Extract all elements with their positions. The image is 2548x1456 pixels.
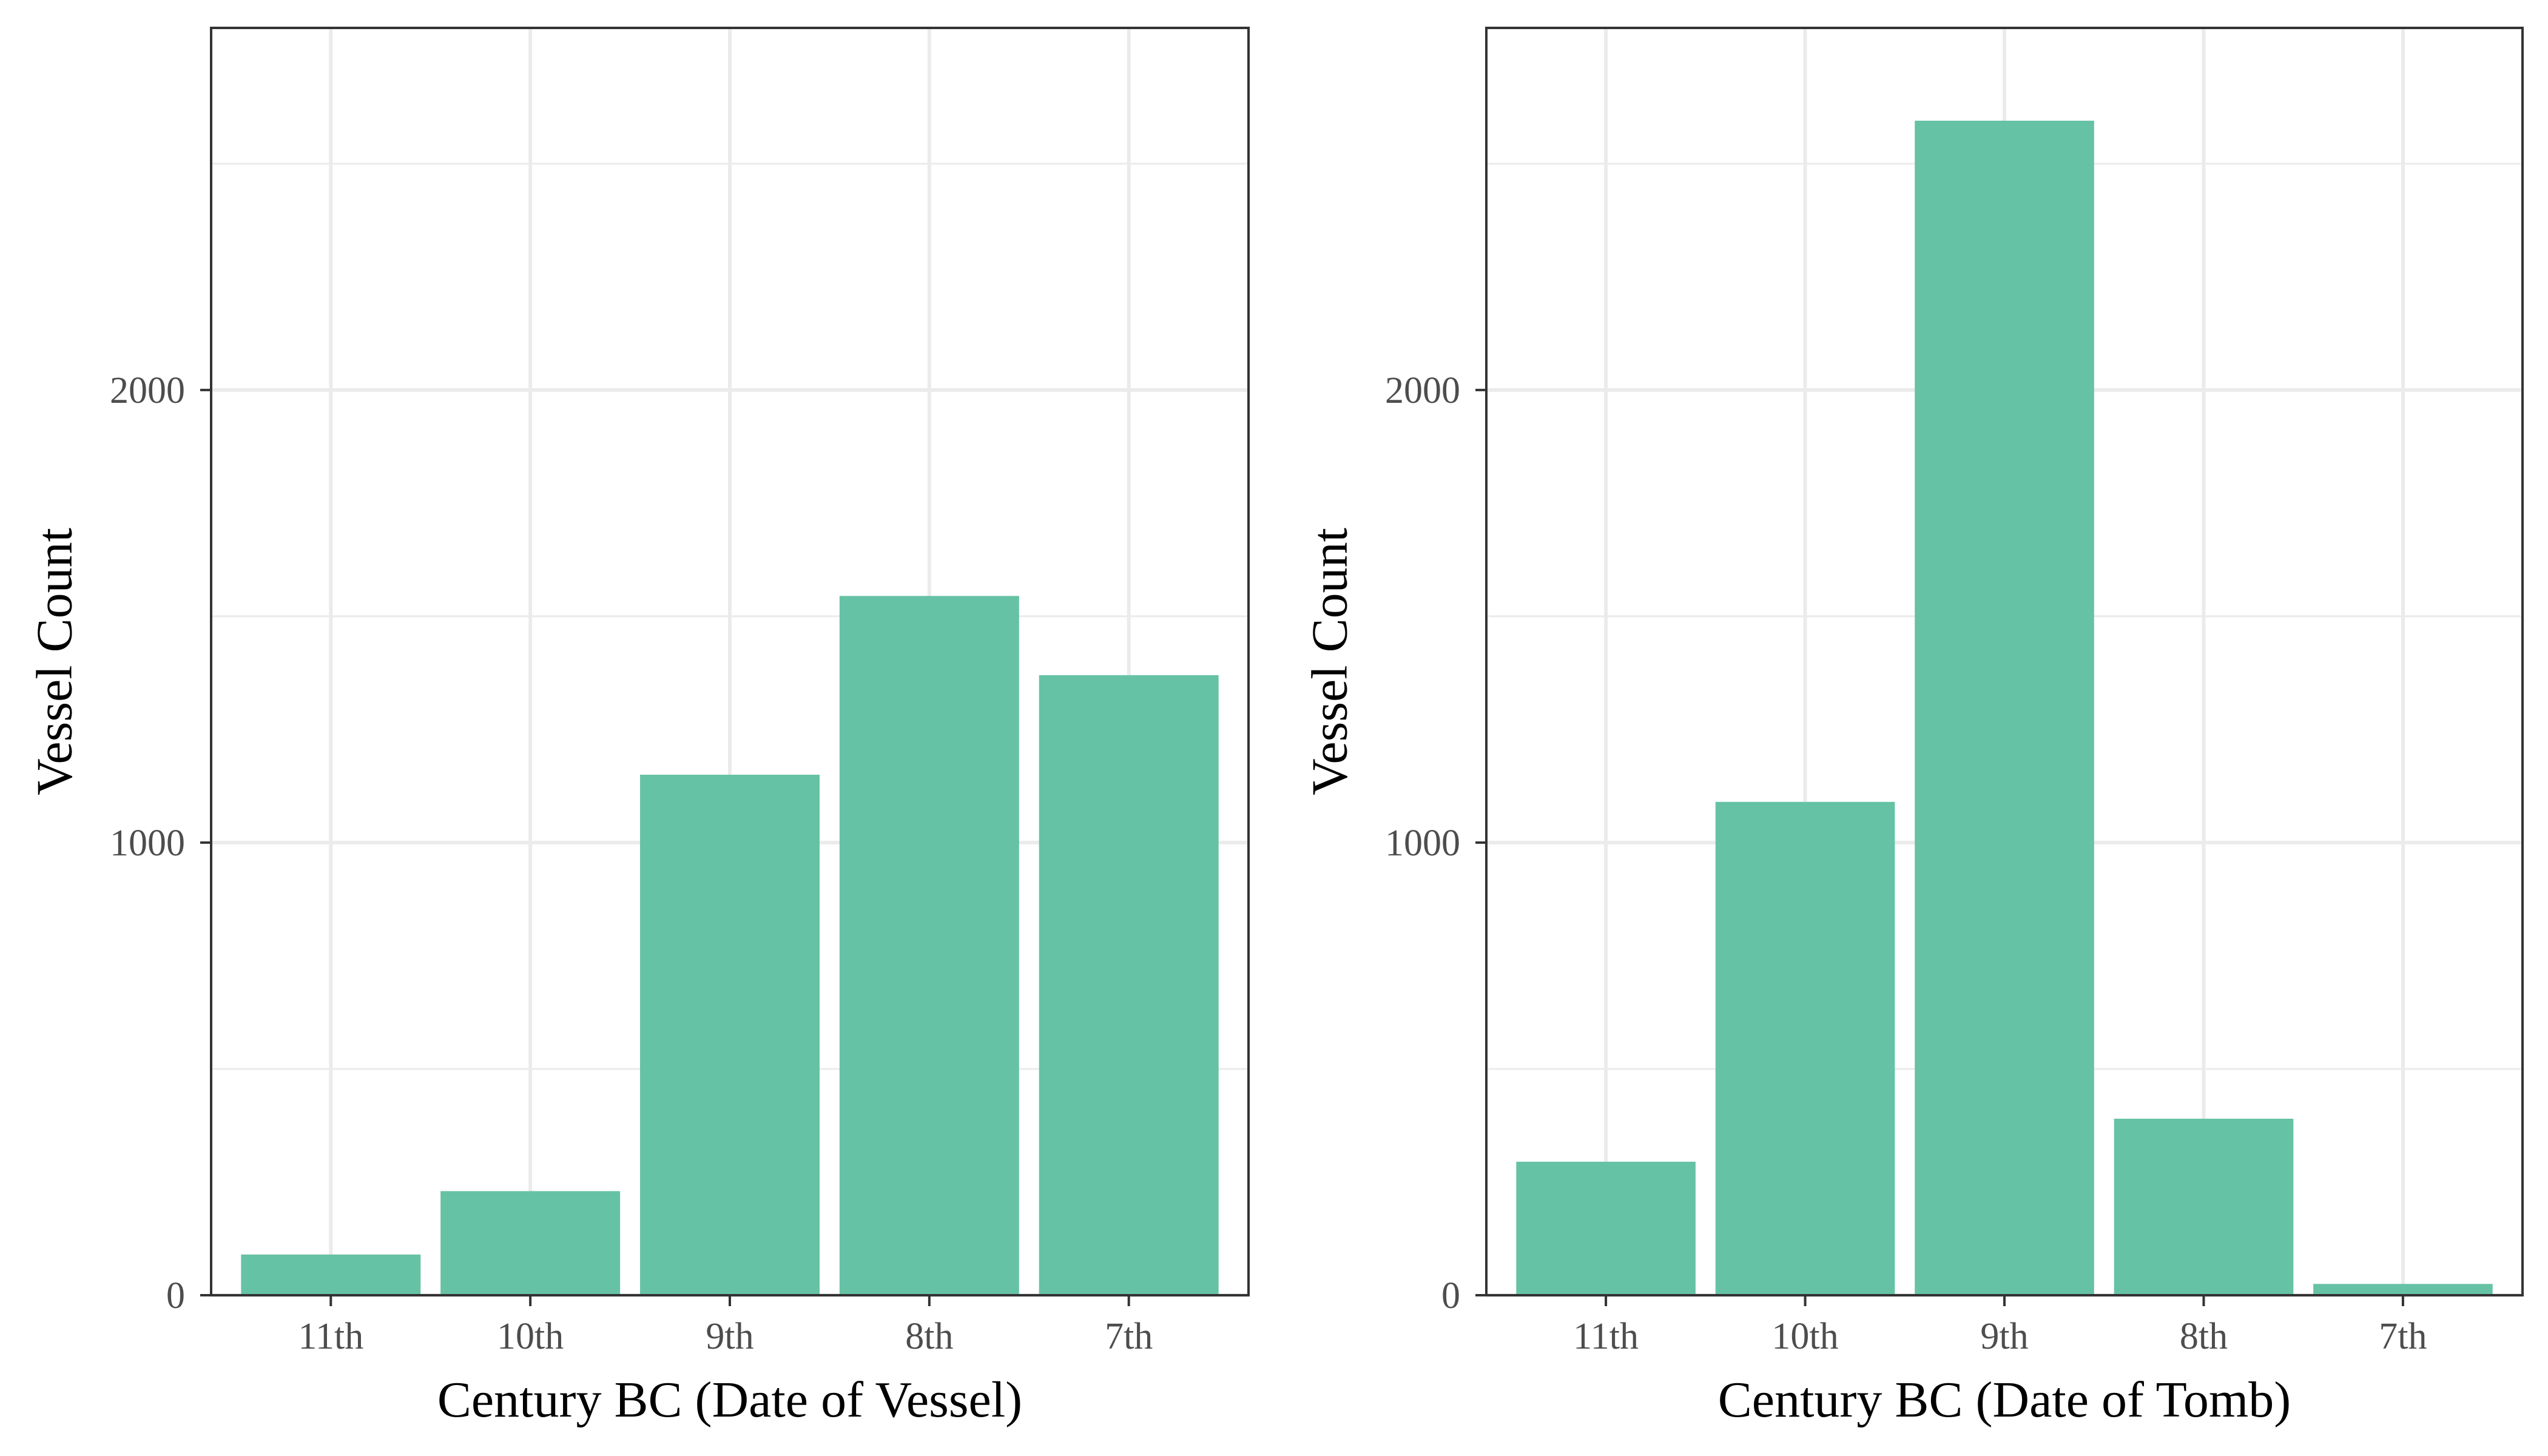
bar-11th [241,1254,421,1295]
chart-panel-2: 0 1000 2000 11th 10th 9th 8th 7th Century BC (Da… [1302,27,2524,1428]
bar-10th [1715,801,1895,1295]
x-tick-label-7th: 7th [1105,1316,1153,1357]
x-tick-label-10th: 10th [497,1316,564,1357]
bar-11th [1516,1161,1696,1295]
x-tick-label-8th: 8th [2180,1316,2228,1357]
x-axis-title: Century BC (Date of Tomb) [1718,1372,2291,1428]
bar-9th [1915,120,2094,1296]
x-tick-label-11th: 11th [298,1316,363,1357]
x-tick-label-9th: 9th [1980,1316,2028,1357]
x-tick-label-9th: 9th [706,1316,753,1357]
x-tick-label-7th: 7th [2379,1316,2427,1357]
x-tick-label-11th: 11th [1573,1316,1639,1357]
x-axis-title: Century BC (Date of Vessel) [437,1372,1022,1428]
bar-7th [2313,1284,2493,1295]
bar-10th [440,1191,621,1295]
x-tick-label-10th: 10th [1771,1316,1838,1357]
bar-8th [839,596,1019,1296]
y-tick-label: 2000 [110,370,185,411]
bar-9th [640,775,820,1295]
x-tick-label-8th: 8th [905,1316,953,1357]
y-tick-label: 0 [166,1275,185,1316]
bar-8th [2114,1119,2294,1295]
y-tick-label: 2000 [1385,370,1460,411]
y-axis-title: Vessel Count [1302,528,1358,795]
bar-7th [1039,675,1219,1295]
y-tick-label: 1000 [1385,823,1460,864]
y-axis-title: Vessel Count [27,528,83,795]
chart-panel-1: 0 1000 2000 11th 10th 9th 8th 7th Century BC (Da… [27,27,1250,1428]
y-tick-label: 0 [1441,1275,1460,1316]
y-tick-label: 1000 [110,823,185,864]
